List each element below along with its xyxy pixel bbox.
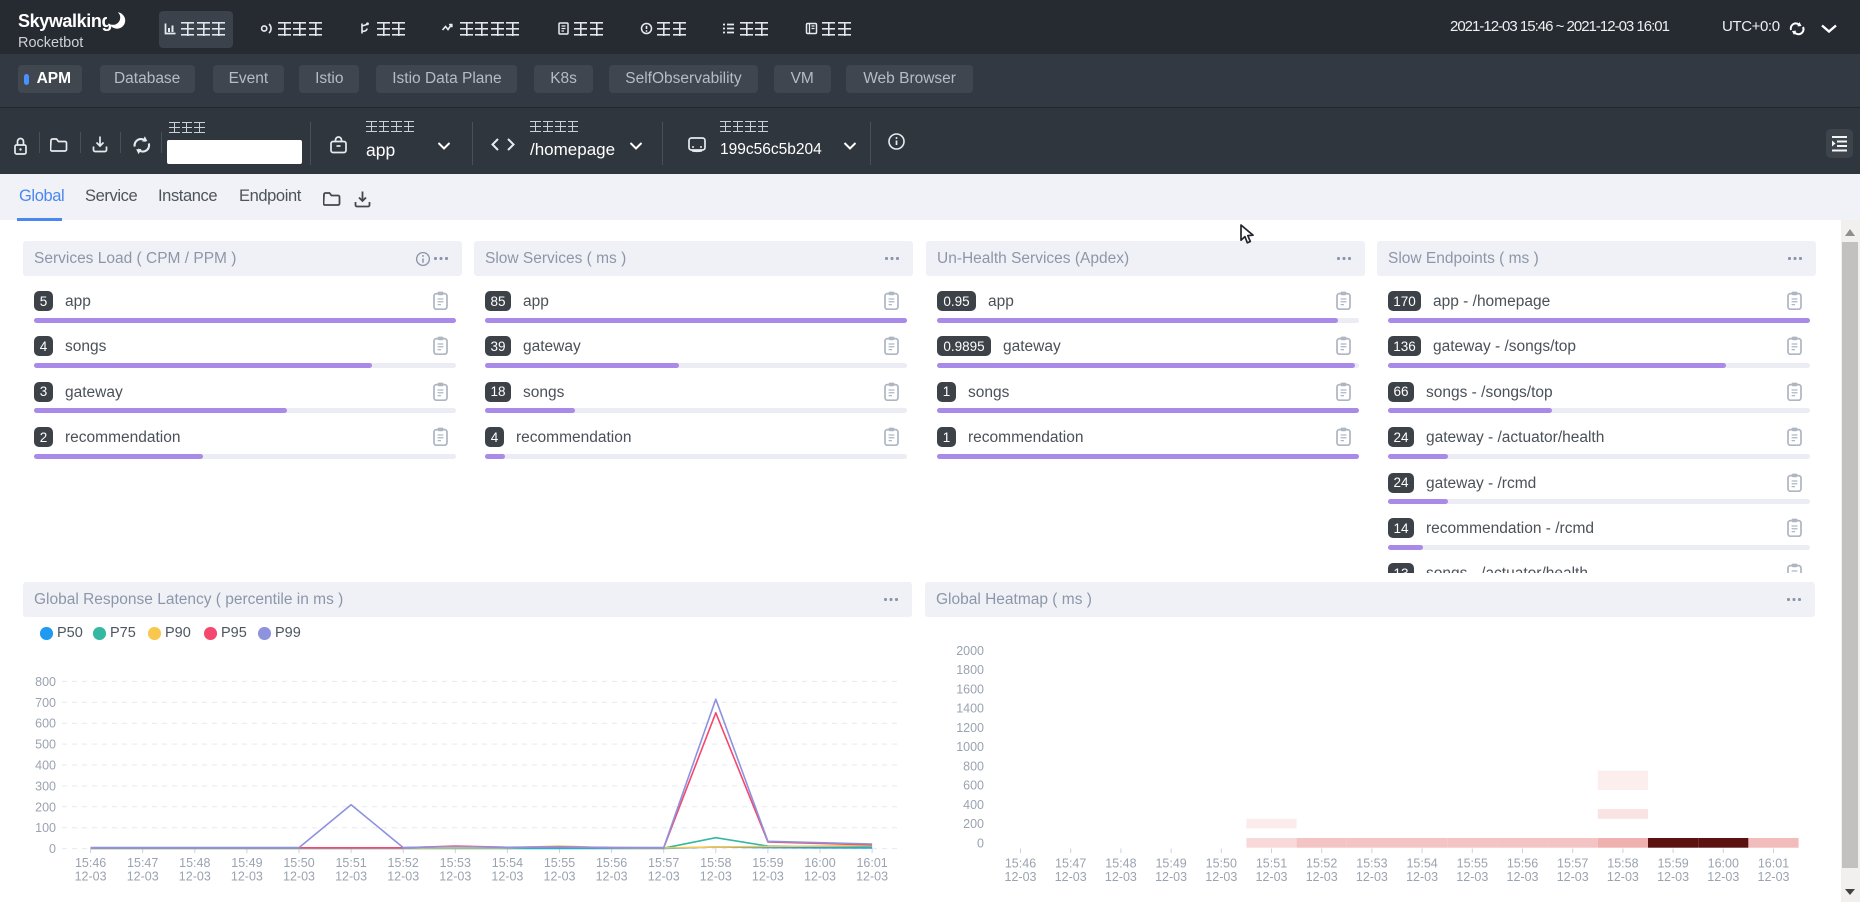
svg-text:12-03: 12-03 (752, 870, 784, 884)
svg-text:12-03: 12-03 (856, 870, 888, 884)
svg-text:1200: 1200 (956, 721, 984, 735)
svg-text:12-03: 12-03 (491, 870, 523, 884)
svg-text:12-03: 12-03 (1205, 870, 1237, 884)
svg-text:12-03: 12-03 (75, 870, 107, 884)
svg-text:15:53: 15:53 (440, 856, 471, 870)
svg-text:1400: 1400 (956, 702, 984, 716)
svg-text:12-03: 12-03 (231, 870, 263, 884)
svg-text:12-03: 12-03 (1657, 870, 1689, 884)
svg-text:600: 600 (963, 779, 984, 793)
svg-text:16:00: 16:00 (804, 856, 835, 870)
svg-text:15:59: 15:59 (752, 856, 783, 870)
svg-text:15:58: 15:58 (1607, 857, 1638, 871)
svg-text:15:54: 15:54 (492, 856, 523, 870)
svg-text:12-03: 12-03 (596, 870, 628, 884)
svg-text:15:59: 15:59 (1657, 857, 1688, 871)
svg-text:1000: 1000 (956, 740, 984, 754)
svg-text:2000: 2000 (956, 644, 984, 658)
svg-text:15:57: 15:57 (1557, 857, 1588, 871)
svg-text:0: 0 (49, 842, 56, 856)
svg-text:15:51: 15:51 (1256, 857, 1287, 871)
svg-text:15:50: 15:50 (1206, 857, 1237, 871)
svg-text:12-03: 12-03 (1055, 870, 1087, 884)
svg-text:12-03: 12-03 (1306, 870, 1338, 884)
svg-text:12-03: 12-03 (1155, 870, 1187, 884)
svg-text:15:50: 15:50 (283, 856, 314, 870)
svg-text:300: 300 (35, 779, 56, 793)
svg-text:15:47: 15:47 (1055, 857, 1086, 871)
svg-text:12-03: 12-03 (1256, 870, 1288, 884)
svg-text:15:56: 15:56 (1507, 857, 1538, 871)
svg-text:1600: 1600 (956, 683, 984, 697)
svg-text:12-03: 12-03 (1607, 870, 1639, 884)
svg-text:15:48: 15:48 (1105, 857, 1136, 871)
svg-text:12-03: 12-03 (700, 870, 732, 884)
svg-text:15:49: 15:49 (1155, 857, 1186, 871)
svg-text:1800: 1800 (956, 663, 984, 677)
svg-text:200: 200 (963, 817, 984, 831)
svg-text:12-03: 12-03 (648, 870, 680, 884)
svg-text:400: 400 (35, 759, 56, 773)
svg-text:16:01: 16:01 (1758, 857, 1789, 871)
svg-text:12-03: 12-03 (804, 870, 836, 884)
svg-text:15:48: 15:48 (179, 856, 210, 870)
svg-text:15:56: 15:56 (596, 856, 627, 870)
svg-text:12-03: 12-03 (1005, 870, 1037, 884)
svg-text:15:46: 15:46 (75, 856, 106, 870)
svg-text:12-03: 12-03 (1406, 870, 1438, 884)
svg-text:12-03: 12-03 (1557, 870, 1589, 884)
svg-text:15:53: 15:53 (1356, 857, 1387, 871)
svg-text:15:49: 15:49 (231, 856, 262, 870)
svg-text:12-03: 12-03 (1758, 870, 1790, 884)
svg-text:400: 400 (963, 798, 984, 812)
svg-text:12-03: 12-03 (1105, 870, 1137, 884)
svg-text:15:57: 15:57 (648, 856, 679, 870)
svg-text:12-03: 12-03 (544, 870, 576, 884)
svg-text:12-03: 12-03 (1456, 870, 1488, 884)
svg-text:12-03: 12-03 (1707, 870, 1739, 884)
svg-text:15:55: 15:55 (1457, 857, 1488, 871)
svg-text:15:51: 15:51 (335, 856, 366, 870)
svg-text:15:55: 15:55 (544, 856, 575, 870)
svg-text:800: 800 (963, 759, 984, 773)
svg-text:15:46: 15:46 (1005, 857, 1036, 871)
svg-text:700: 700 (35, 696, 56, 710)
svg-text:12-03: 12-03 (127, 870, 159, 884)
svg-text:500: 500 (35, 738, 56, 752)
svg-text:800: 800 (35, 675, 56, 689)
svg-text:16:01: 16:01 (856, 856, 887, 870)
svg-text:12-03: 12-03 (439, 870, 471, 884)
svg-text:15:52: 15:52 (1306, 857, 1337, 871)
svg-text:15:58: 15:58 (700, 856, 731, 870)
svg-text:12-03: 12-03 (179, 870, 211, 884)
svg-text:200: 200 (35, 800, 56, 814)
svg-text:12-03: 12-03 (335, 870, 367, 884)
svg-text:15:52: 15:52 (388, 856, 419, 870)
svg-text:0: 0 (977, 836, 984, 850)
svg-text:12-03: 12-03 (283, 870, 315, 884)
svg-text:12-03: 12-03 (1507, 870, 1539, 884)
svg-text:600: 600 (35, 717, 56, 731)
svg-text:15:54: 15:54 (1406, 857, 1437, 871)
svg-text:12-03: 12-03 (1356, 870, 1388, 884)
svg-text:12-03: 12-03 (387, 870, 419, 884)
svg-text:16:00: 16:00 (1708, 857, 1739, 871)
svg-text:100: 100 (35, 821, 56, 835)
svg-text:15:47: 15:47 (127, 856, 158, 870)
